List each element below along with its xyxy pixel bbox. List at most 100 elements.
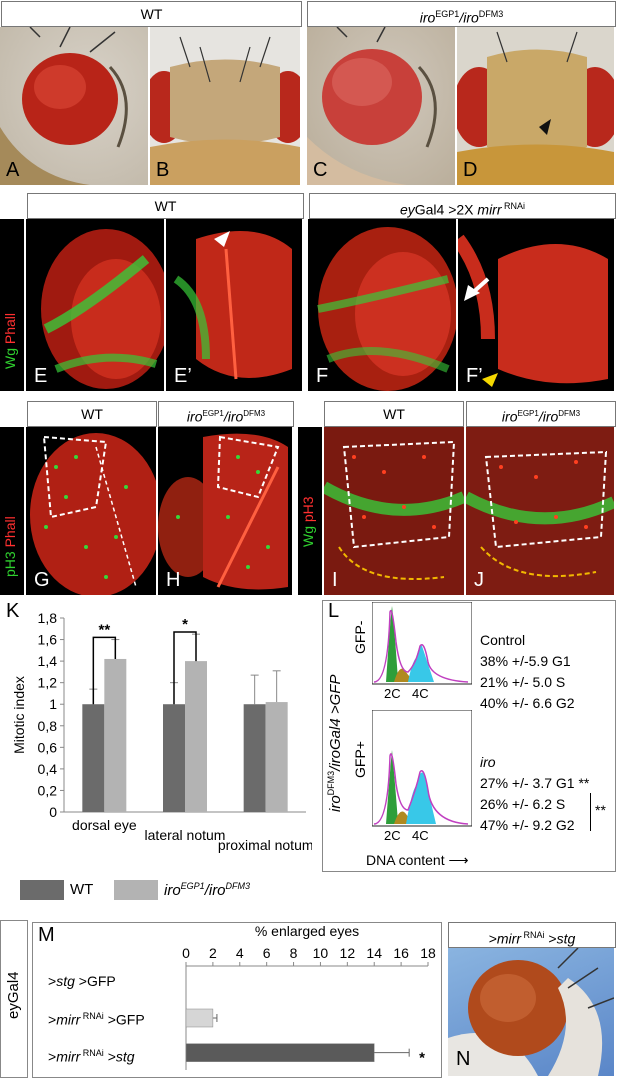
image-j: J (466, 427, 614, 595)
axis-2c: 2C (384, 686, 401, 701)
panel-letter: D (463, 159, 478, 181)
gene-name: iro (186, 408, 203, 425)
allele-sup: RNAi (521, 930, 545, 940)
wing-disc-illustration (466, 427, 614, 595)
allele-sup: DFM3 (225, 881, 251, 891)
panel-letter: I (332, 569, 338, 591)
eye-disc-illustration (173, 231, 292, 380)
legend-swatch-iro (114, 880, 158, 900)
eye-disc-illustration (30, 433, 156, 595)
significance-label: * (419, 1050, 425, 1067)
stain-label-phall: Phall (2, 312, 18, 345)
x-tick-label: 12 (340, 945, 356, 961)
panel-l-frame (322, 600, 616, 872)
category-text: >GFP (74, 973, 116, 989)
panel-letter: M (38, 924, 55, 946)
header-text: Gal4 >2X (414, 201, 478, 218)
genotype-label: /iroGal4 >GFP (327, 674, 344, 771)
bar-iro (185, 661, 207, 812)
panel-letter: K (6, 600, 20, 622)
panel-m-frame (32, 922, 442, 1078)
image-f: F (308, 219, 456, 391)
flow-histogram-control: 2C 4C (372, 602, 472, 701)
allele-sup: EGP1 (435, 9, 460, 19)
image-i: I (324, 427, 464, 595)
iro-title: iro (480, 754, 496, 770)
gene-name: mirr (477, 201, 502, 218)
header-text: WT (154, 198, 177, 214)
y-tick-label: 1,4 (38, 653, 58, 669)
significance-bracket (92, 636, 117, 705)
chart-labels: % enlarged eyes 0 2 4 6 8 10 12 14 16 18 * (182, 923, 436, 1067)
gene-name: stg (56, 973, 75, 989)
y-tick-label: 1,2 (38, 675, 58, 691)
y-tick-label: 0 (49, 804, 57, 820)
photo-d-iro-notum: D (457, 27, 614, 185)
x-tick-label: 18 (420, 945, 436, 961)
significance-bracket (173, 631, 197, 705)
axis-2c: 2C (384, 828, 401, 843)
chart-title: % enlarged eyes (255, 923, 359, 939)
image-e: E (26, 219, 164, 391)
image-h: H (158, 427, 292, 595)
stain-label-ph3: pH3 (300, 496, 316, 523)
gene-name: mirr (56, 1011, 81, 1028)
gene-name: iro (164, 882, 181, 899)
header-iro-h: iroEGP1/iroDFM3 (158, 401, 294, 427)
allele-sup: DFM3 (478, 9, 504, 19)
x-category-label: lateral notum (145, 827, 226, 843)
flow-histogram-iro: 2C 4C (372, 710, 472, 843)
y-axis-label: Mitotic index (11, 676, 27, 754)
header-text: WT (81, 406, 103, 422)
gene-name: mirr (496, 930, 521, 947)
chart-bars (185, 1008, 410, 1062)
gene-name: stg (115, 1048, 135, 1065)
bar-iro (104, 658, 127, 812)
header-text: WT (383, 406, 405, 422)
y-tick-label: 0,6 (38, 739, 58, 755)
panel-letter: E’ (174, 365, 192, 387)
panel-letter: A (6, 159, 20, 181)
legend-label-wt: WT (70, 881, 94, 898)
y-tick-label: 1,6 (38, 632, 58, 648)
x-tick-label: 10 (313, 945, 329, 961)
stat-line-s: 26% +/- 6.2 S (480, 796, 566, 812)
allele-sup: DFM3 (243, 409, 266, 418)
image-e-prime: E’ (166, 219, 302, 391)
side-label-row2: Wg Phall (0, 219, 24, 391)
chart-labels: 0 0,2 0,4 0,6 0,8 1 1,2 1,4 1,6 1,8 Mitotic index *… (11, 610, 312, 853)
x-tick-label: 6 (263, 945, 271, 961)
photo-c-iro-eye-side: C (307, 27, 455, 185)
gene-name: iro (419, 9, 436, 26)
bar (185, 1043, 375, 1062)
control-stats: Control 38% +/-5.9 G1 21% +/- 5.0 S 40% … (480, 630, 575, 714)
significance-bracket (590, 793, 591, 831)
allele-sup: EGP1 (202, 409, 224, 418)
panel-letter: J (474, 569, 484, 591)
x-category-label: proximal notum (218, 837, 312, 853)
eygal4-label: eyGal4 (5, 971, 22, 1019)
header-n: >mirr RNAi >stg (448, 922, 616, 948)
allele-sup: EGP1 (517, 409, 539, 418)
bar-wt (82, 704, 105, 812)
x-tick-label: 2 (209, 945, 217, 961)
fly-dorsal-illustration (457, 31, 614, 185)
fly-head-side-illustration (307, 27, 437, 185)
side-label-row3-left: pH3 Phall (0, 427, 24, 595)
allele-sup: RNAi (80, 1011, 104, 1021)
m-category-2: >mirr RNAi >GFP (48, 1011, 145, 1028)
m-category-3: >mirr RNAi >stg (48, 1048, 135, 1065)
stain-label-phall: Phall (2, 516, 18, 548)
chart-legend: WT iroEGP1/iroDFM3 (20, 880, 320, 902)
gene-name: mirr (56, 1048, 81, 1065)
stat-line-g2: 40% +/- 6.6 G2 (480, 695, 575, 711)
significance-label: ** (595, 802, 606, 818)
header-text: WT (140, 6, 163, 22)
chart-bars (82, 631, 288, 812)
y-tick-label: 0,2 (38, 782, 58, 798)
panel-letter: F’ (466, 365, 483, 387)
header-wt-row1: WT (1, 1, 302, 27)
header-wt-row2: WT (27, 193, 304, 219)
photo-a-wt-eye-side: A (0, 27, 148, 185)
axis-4c: 4C (412, 828, 429, 843)
